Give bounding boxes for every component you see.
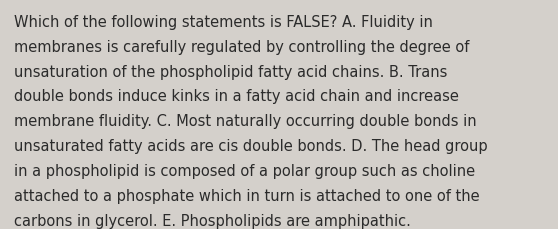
Text: unsaturation of the phospholipid fatty acid chains. B. Trans: unsaturation of the phospholipid fatty a… [14,64,448,79]
Text: attached to a phosphate which in turn is attached to one of the: attached to a phosphate which in turn is… [14,188,479,203]
Text: double bonds induce kinks in a fatty acid chain and increase: double bonds induce kinks in a fatty aci… [14,89,459,104]
Text: Which of the following statements is FALSE? A. Fluidity in: Which of the following statements is FAL… [14,15,433,30]
Text: unsaturated fatty acids are cis double bonds. D. The head group: unsaturated fatty acids are cis double b… [14,139,488,153]
Text: carbons in glycerol. E. Phospholipids are amphipathic.: carbons in glycerol. E. Phospholipids ar… [14,213,411,228]
Text: in a phospholipid is composed of a polar group such as choline: in a phospholipid is composed of a polar… [14,163,475,178]
Text: membrane fluidity. C. Most naturally occurring double bonds in: membrane fluidity. C. Most naturally occ… [14,114,477,129]
Text: membranes is carefully regulated by controlling the degree of: membranes is carefully regulated by cont… [14,40,469,55]
